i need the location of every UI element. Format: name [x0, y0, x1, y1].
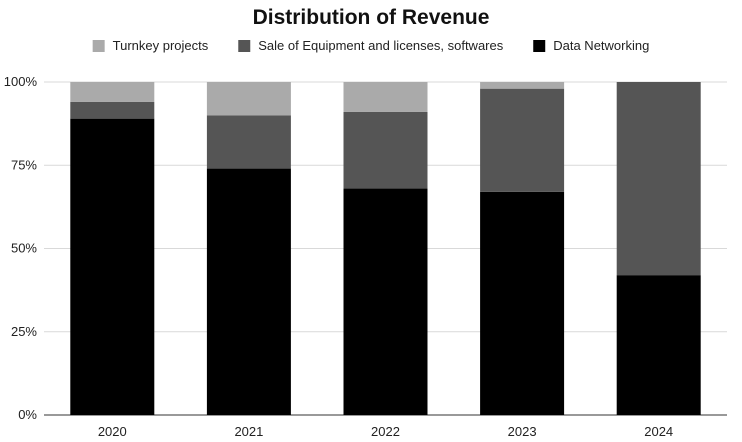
x-tick-label: 2021 [234, 424, 263, 439]
bar-2023-series-2 [480, 82, 565, 89]
bar-2021-series-2 [206, 82, 291, 116]
chart-title: Distribution of Revenue [253, 6, 490, 29]
bar-2020-series-2 [70, 82, 155, 102]
legend-label: Data Networking [553, 38, 649, 53]
bar-2022-series-0 [343, 188, 428, 415]
legend-item: Sale of Equipment and licenses, software… [238, 38, 504, 53]
y-tick-label: 25% [11, 324, 37, 339]
legend-item: Turnkey projects [92, 38, 209, 53]
x-tick-label: 2020 [98, 424, 127, 439]
bar-2023-series-0 [480, 191, 565, 415]
legend-label: Turnkey projects [113, 38, 209, 53]
bar-2022-series-2 [343, 82, 428, 112]
legend-swatch [533, 40, 546, 52]
bar-2020-series-0 [70, 118, 155, 415]
bar-2024-series-1 [616, 82, 701, 276]
legend-item: Data Networking [533, 38, 649, 53]
x-axis-ticks: 2020 2021 2022 2023 2024 [98, 424, 673, 439]
legend-swatch [92, 40, 105, 52]
chart-legend: Turnkey projects Sale of Equipment and li… [92, 38, 649, 53]
bar-2024-series-0 [616, 275, 701, 415]
bar-2021-series-1 [206, 115, 291, 169]
legend-label: Sale of Equipment and licenses, software… [258, 38, 503, 53]
x-tick-label: 2022 [371, 424, 400, 439]
y-tick-label: 75% [11, 157, 37, 172]
bar-stacks [70, 82, 701, 415]
legend-swatch [238, 40, 251, 52]
y-axis-ticks: 0% 25% 50% 75% 100% [4, 74, 38, 422]
bar-2020-series-1 [70, 101, 155, 119]
x-tick-label: 2024 [644, 424, 673, 439]
bar-2021-series-0 [206, 168, 291, 415]
x-tick-label: 2023 [508, 424, 537, 439]
bar-2022-series-1 [343, 111, 428, 189]
y-tick-label: 50% [11, 241, 37, 256]
bar-2023-series-1 [480, 88, 565, 192]
y-tick-label: 0% [18, 407, 37, 422]
y-tick-label: 100% [4, 74, 38, 89]
